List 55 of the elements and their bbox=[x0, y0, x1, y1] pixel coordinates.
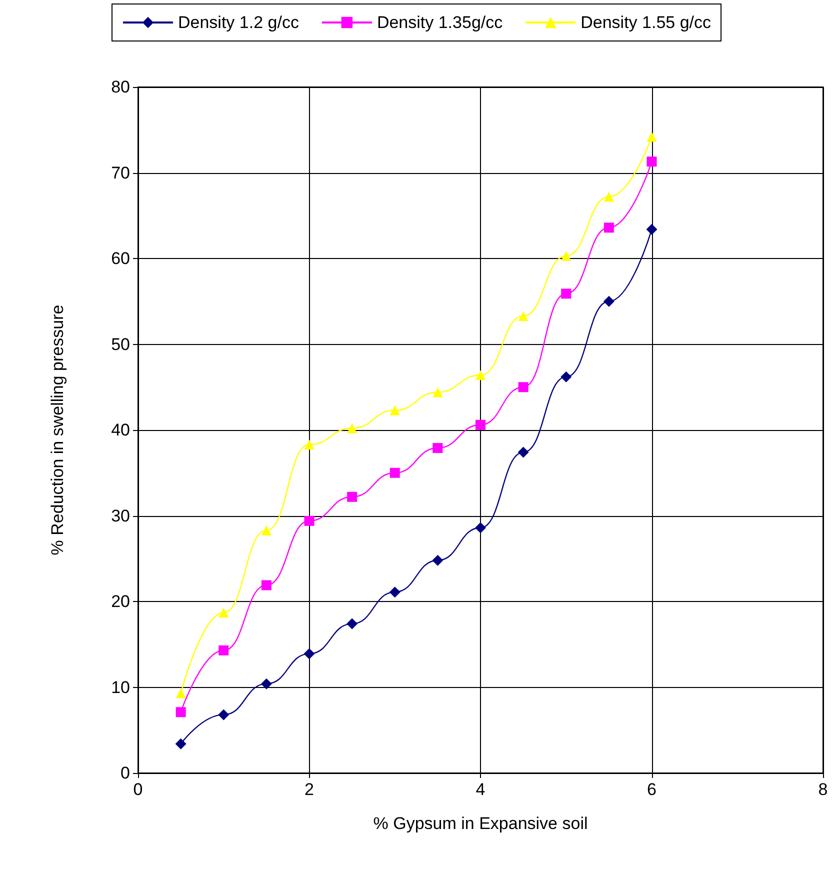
point bbox=[432, 443, 443, 454]
point bbox=[476, 420, 486, 430]
y-tick-label: 20 bbox=[111, 592, 130, 611]
y-tick-label: 40 bbox=[111, 420, 130, 440]
legend-label: Density 1.2 g/cc bbox=[178, 13, 300, 32]
point bbox=[518, 310, 528, 321]
point bbox=[604, 192, 614, 202]
point bbox=[561, 288, 572, 299]
x-tick-label: 8 bbox=[818, 780, 828, 799]
point bbox=[604, 222, 614, 233]
point bbox=[261, 580, 272, 590]
point bbox=[432, 387, 443, 398]
point bbox=[346, 618, 358, 630]
y-tick-label: 50 bbox=[111, 334, 130, 354]
point bbox=[176, 688, 186, 698]
point bbox=[560, 371, 572, 382]
point bbox=[390, 468, 400, 478]
point bbox=[218, 645, 229, 656]
y-tick-label: 0 bbox=[120, 764, 130, 782]
point bbox=[347, 423, 358, 434]
point bbox=[175, 738, 186, 750]
point bbox=[260, 678, 272, 690]
point bbox=[347, 492, 358, 502]
x-axis-title: % Gypsum in Expansive soil bbox=[373, 814, 588, 833]
x-tick-label: 4 bbox=[476, 780, 486, 799]
point bbox=[304, 440, 314, 450]
point bbox=[603, 296, 614, 307]
y-tick-label: 30 bbox=[111, 506, 130, 526]
point bbox=[518, 382, 528, 392]
legend-label: Density 1.35g/cc bbox=[376, 13, 504, 32]
x-tick-label: 2 bbox=[304, 780, 314, 799]
point bbox=[646, 224, 658, 235]
point bbox=[304, 516, 314, 526]
point bbox=[304, 648, 315, 660]
point bbox=[218, 709, 230, 720]
y-axis-title: % Reduction in swelling pressure bbox=[48, 304, 67, 556]
y-tick-label: 60 bbox=[111, 249, 130, 268]
point bbox=[646, 156, 657, 167]
point bbox=[261, 525, 272, 536]
point bbox=[218, 608, 229, 618]
point bbox=[561, 250, 572, 261]
y-tick-label: 80 bbox=[111, 78, 130, 96]
x-tick-label: 6 bbox=[647, 780, 656, 799]
y-tick-label: 10 bbox=[111, 678, 130, 697]
point bbox=[476, 370, 486, 380]
point bbox=[432, 554, 444, 566]
point bbox=[518, 446, 529, 458]
x-tick-label: 0 bbox=[133, 780, 143, 799]
y-tick-label: 70 bbox=[111, 163, 130, 182]
point bbox=[176, 707, 186, 718]
legend-label: Density 1.55 g/cc bbox=[580, 13, 712, 32]
point bbox=[389, 586, 400, 598]
point bbox=[646, 132, 657, 142]
point bbox=[390, 405, 400, 416]
point bbox=[475, 522, 486, 534]
